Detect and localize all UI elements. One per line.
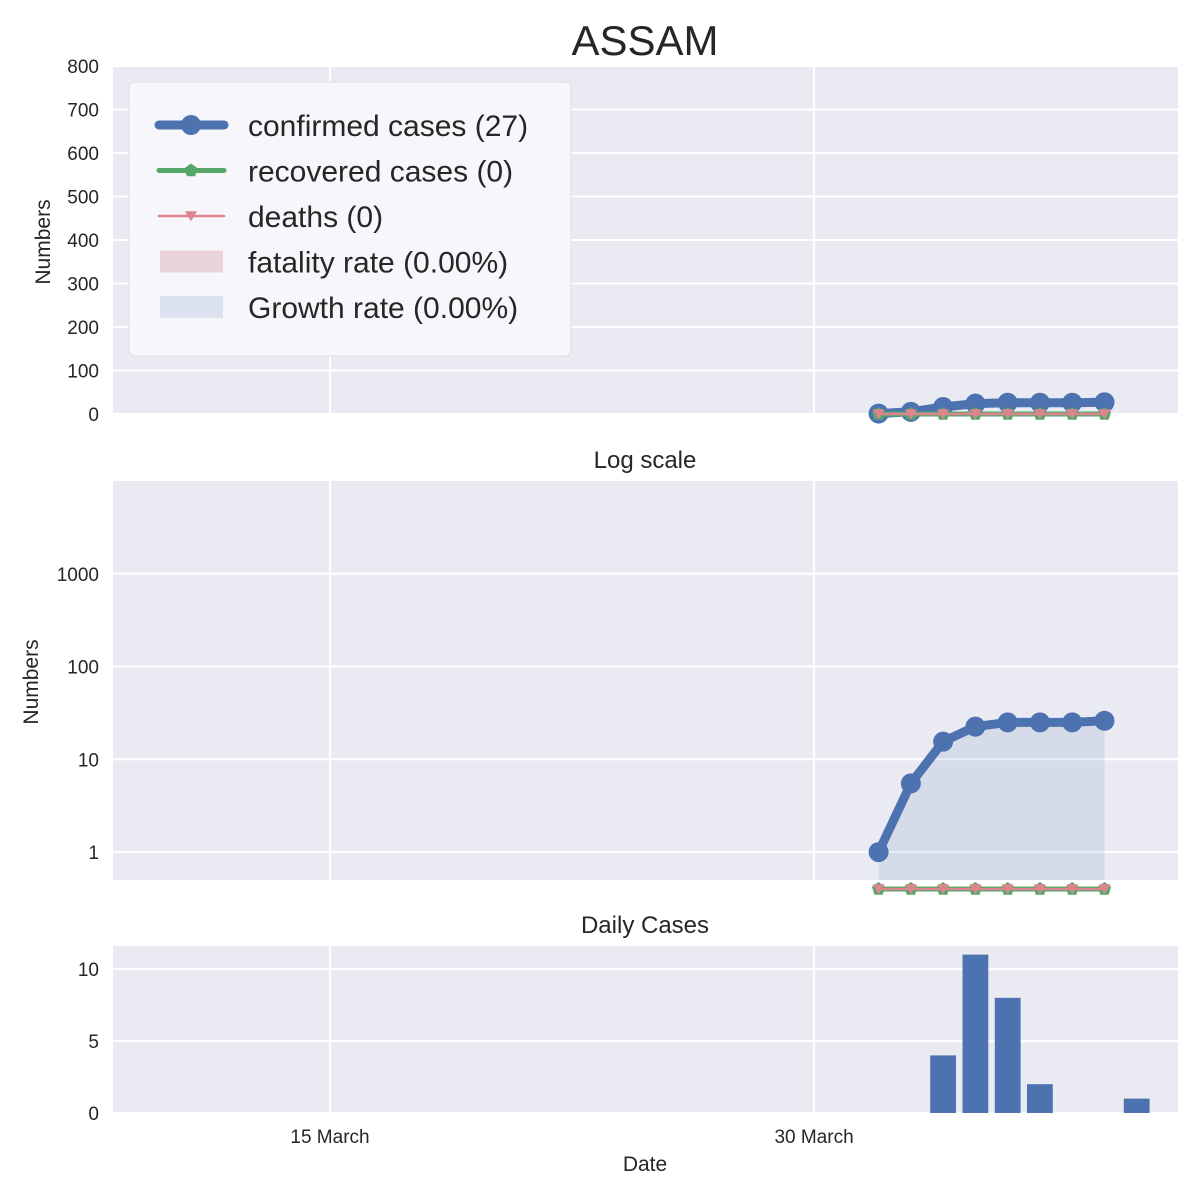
confirmed-point bbox=[997, 712, 1018, 733]
legend-box bbox=[128, 81, 572, 357]
chart-log: 1 10 100 1000 Log scale Numbers bbox=[20, 447, 1178, 895]
confirmed-point bbox=[933, 731, 954, 752]
legend-label: recovered cases (0) bbox=[248, 156, 513, 189]
deaths-point bbox=[937, 884, 950, 895]
daily-bar bbox=[1123, 1098, 1150, 1113]
growth-rate-area bbox=[878, 720, 1105, 880]
deaths-point bbox=[1001, 884, 1014, 895]
legend-entry: recovered cases (0) bbox=[156, 156, 513, 189]
legend-entry: confirmed cases (27) bbox=[154, 110, 528, 143]
y-ticks-linear: 0 100 200 300 400 500 600 700 800 bbox=[67, 57, 99, 426]
confirmed-point bbox=[1029, 712, 1050, 733]
y-ticks-daily: 0 5 10 bbox=[78, 960, 99, 1125]
confirmed-point bbox=[1062, 712, 1083, 733]
deaths-point bbox=[1001, 409, 1014, 420]
y-tick-label: 300 bbox=[67, 275, 99, 296]
legend-entry: Growth rate (0.00%) bbox=[160, 292, 518, 325]
y-tick-label: 500 bbox=[67, 188, 99, 209]
confirmed-point bbox=[965, 716, 986, 737]
y-tick-label: 10 bbox=[78, 960, 99, 981]
chart-title: ASSAM bbox=[571, 17, 718, 64]
confirmed-point bbox=[900, 773, 921, 794]
deaths-point bbox=[1066, 409, 1079, 420]
legend-marker bbox=[185, 211, 197, 222]
confirmed-point bbox=[1029, 392, 1050, 413]
growth-fill-log bbox=[878, 720, 1105, 880]
deaths-point bbox=[1066, 884, 1079, 895]
legend: confirmed cases (27) recovered cases (0) d… bbox=[128, 81, 572, 357]
confirmed-point bbox=[1062, 392, 1083, 413]
deaths-point bbox=[1098, 409, 1111, 420]
daily-bar bbox=[962, 954, 989, 1113]
y-tick-label: 100 bbox=[67, 362, 99, 383]
legend-marker bbox=[181, 115, 201, 135]
daily-cases-title: Daily Cases bbox=[581, 912, 709, 939]
legend-patch bbox=[160, 296, 223, 318]
legend-label: fatality rate (0.00%) bbox=[248, 247, 508, 280]
y-tick-label: 10 bbox=[78, 750, 99, 771]
legend-entry: deaths (0) bbox=[157, 201, 383, 234]
chart-daily: 0 5 10 15 March 30 March Daily Cases Date bbox=[78, 912, 1178, 1176]
deaths-point bbox=[872, 409, 885, 420]
deaths-point bbox=[904, 409, 917, 420]
x-ticks-daily: 15 March 30 March bbox=[290, 1127, 853, 1148]
x-tick-label: 15 March bbox=[290, 1127, 369, 1148]
deaths-point bbox=[969, 409, 982, 420]
x-tick-label: 30 March bbox=[774, 1127, 853, 1148]
y-tick-label: 1000 bbox=[57, 565, 99, 586]
y-tick-label: 0 bbox=[88, 405, 99, 426]
deaths-point bbox=[872, 884, 885, 895]
gridlines-log bbox=[113, 481, 1178, 880]
log-scale-title: Log scale bbox=[594, 447, 697, 474]
y-axis-label-log: Numbers bbox=[20, 639, 43, 724]
confirmed-point bbox=[1094, 710, 1115, 731]
legend-entry: fatality rate (0.00%) bbox=[160, 247, 508, 280]
y-tick-label: 600 bbox=[67, 144, 99, 165]
x-axis-label: Date bbox=[623, 1153, 667, 1176]
series-linear bbox=[868, 392, 1115, 424]
legend-label: deaths (0) bbox=[248, 201, 383, 234]
y-ticks-log: 1 10 100 1000 bbox=[57, 565, 99, 864]
deaths-point bbox=[1098, 884, 1111, 895]
deaths-point bbox=[1033, 409, 1046, 420]
deaths-point bbox=[904, 884, 917, 895]
y-tick-label: 200 bbox=[67, 318, 99, 339]
y-tick-label: 800 bbox=[67, 57, 99, 78]
y-tick-label: 700 bbox=[67, 101, 99, 122]
y-tick-label: 0 bbox=[88, 1104, 99, 1125]
daily-bar bbox=[1027, 1084, 1053, 1113]
series-log bbox=[868, 710, 1115, 895]
y-axis-label-linear: Numbers bbox=[32, 199, 55, 284]
daily-bar bbox=[930, 1055, 956, 1113]
deaths-point bbox=[937, 409, 950, 420]
y-tick-label: 5 bbox=[88, 1032, 99, 1053]
legend-patch bbox=[160, 250, 223, 273]
plot-area-log bbox=[113, 481, 1178, 880]
y-tick-label: 1 bbox=[88, 843, 99, 864]
deaths-point bbox=[969, 884, 982, 895]
confirmed-point bbox=[868, 842, 889, 863]
legend-label: Growth rate (0.00%) bbox=[248, 292, 518, 325]
confirmed-point bbox=[965, 393, 986, 414]
y-tick-label: 100 bbox=[67, 658, 99, 679]
daily-bar bbox=[994, 997, 1021, 1113]
y-tick-label: 400 bbox=[67, 231, 99, 252]
confirmed-point bbox=[1094, 392, 1115, 413]
deaths-point bbox=[1033, 884, 1046, 895]
bars-daily bbox=[930, 954, 1150, 1113]
confirmed-point bbox=[997, 392, 1018, 413]
legend-label: confirmed cases (27) bbox=[248, 110, 528, 143]
legend-marker bbox=[184, 163, 198, 177]
